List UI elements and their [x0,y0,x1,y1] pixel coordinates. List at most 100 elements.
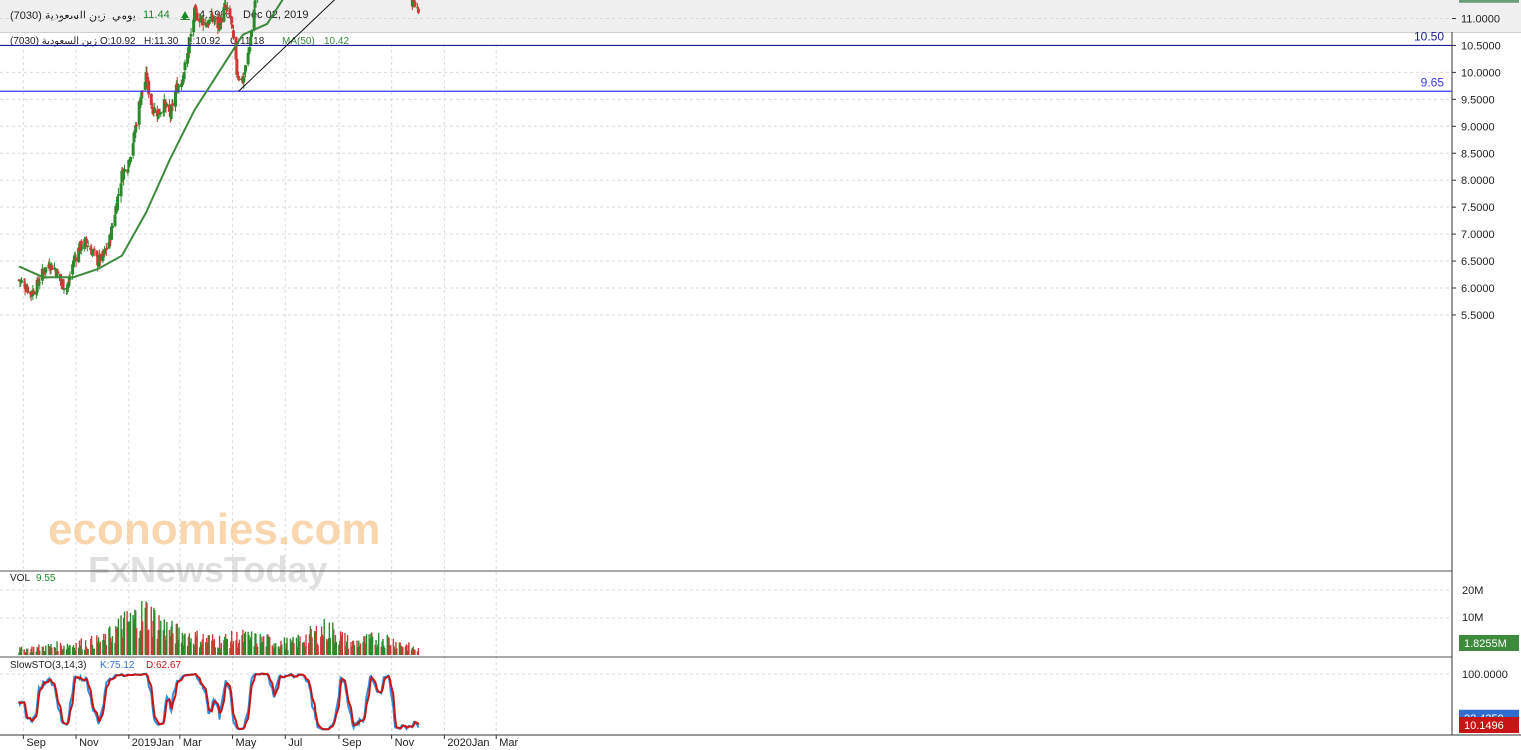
candle-body [73,257,77,259]
candle-body [135,124,139,126]
candle-body [86,246,90,248]
candle-body [156,110,160,119]
candle-body [212,17,216,21]
candle-body [41,270,45,272]
price-badge: 11.4400 [1464,0,1503,2]
candle-body [165,103,169,107]
candle-body [32,291,36,295]
price-tick-label: 9.5000 [1461,94,1495,106]
sto-title: SlowSTO(3,14,3) [10,660,87,671]
candle-body [237,75,241,78]
candle-body [189,33,193,37]
candle-body [249,36,253,46]
grid-lines [0,18,1452,735]
candles [17,0,420,302]
candle-body [153,108,157,113]
candle-body [228,8,232,16]
candle-body [67,280,71,282]
candle-body [246,52,250,65]
candle-body [40,268,44,281]
candle-body [129,157,133,163]
price-tick-label: 10.5000 [1461,40,1501,52]
candle-body [192,19,196,33]
candle-body [140,90,144,99]
candle-body [151,106,155,115]
candle-body [205,24,209,28]
time-tick-label: Nov [395,737,415,749]
candle-body [47,264,51,269]
candle-body [218,16,222,30]
candle-body [84,237,88,239]
candle-body [113,214,117,226]
time-tick-label: Nov [79,737,99,749]
vol-badge: 1.8255M [1464,638,1507,650]
candle-body [122,170,126,180]
candle-body [250,31,254,37]
candle-body [55,269,59,278]
candle-body [61,279,65,290]
candle-body [163,101,167,104]
candle-body [193,5,197,9]
sto-d: D:62.67 [146,660,181,671]
candle-body [96,254,100,266]
candle-body [212,20,216,22]
candle-body [91,250,95,252]
candle-body [22,281,26,283]
stoch-badge-bg [1459,717,1519,734]
stoch-k-line [18,672,420,731]
time-tick-label: Sep [26,737,46,749]
candle-body [183,62,187,71]
candle-body [66,282,70,288]
time-tick-label: 2020Jan [447,737,489,749]
candle-body [71,261,75,267]
time-tick-label: Mar [183,737,202,749]
candle-body [34,291,38,295]
candle-body [180,83,184,88]
candle-body [104,247,108,251]
candle-body [219,17,223,23]
level-label: 10.50 [1414,29,1444,43]
candle-body [231,30,235,39]
legend-open: O:10.92 [100,36,136,47]
price-tick-label: 10.0000 [1461,67,1501,79]
legend-close: C:11.18 [230,36,265,47]
legend-ma-label: MA(50) [282,36,315,47]
candle-body [177,85,181,87]
candle-body [248,47,252,52]
candle-body [44,267,48,273]
candle-body [180,79,184,86]
candle-body [173,91,177,107]
candle-body [167,104,171,112]
candle-body [224,4,228,9]
candle-body [72,257,76,263]
candle-body [103,249,107,251]
candle-body [53,269,57,271]
candle-body [243,72,247,75]
candle-body [97,262,101,267]
panes [0,32,1521,736]
candle-body [107,242,111,249]
candle-body [162,99,166,113]
candle-body [23,284,27,290]
candle-body [143,81,147,90]
price-tick-label: 7.5000 [1461,202,1495,214]
price-tick-label: 8.0000 [1461,175,1495,187]
candle-body [116,194,120,196]
overlays: 11.5010.509.6511.966011.4400 [0,0,1519,279]
candle-body [92,248,96,251]
candle-body [134,124,138,133]
candle-body [231,24,235,29]
candle-body [20,280,24,283]
candle-body [149,93,153,106]
time-tick-label: Sep [342,737,362,749]
candle-body [224,8,228,10]
candle-body [145,72,149,85]
candle-body [244,65,248,72]
period-label[interactable]: يومي [112,10,136,22]
candle-body [26,286,30,293]
candle-body [38,282,42,284]
ma50-line [18,0,284,279]
time-tick-label: May [236,737,257,749]
candle-body [222,7,226,22]
